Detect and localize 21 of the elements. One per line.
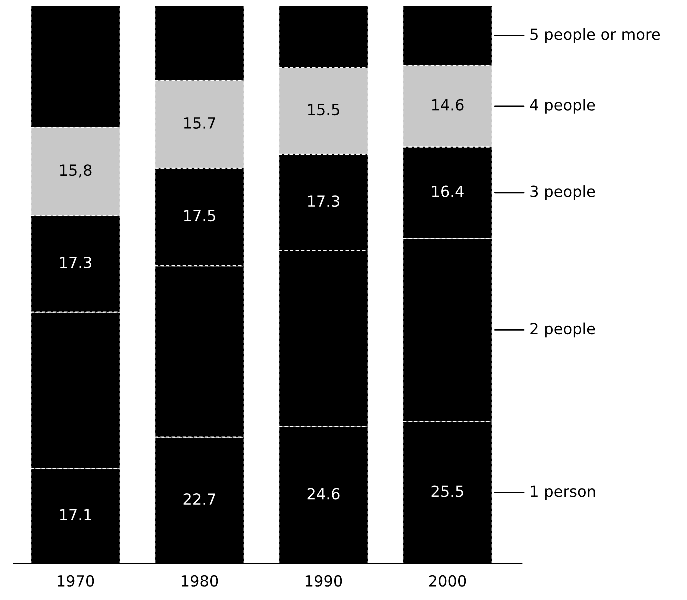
text: 5 people or more xyxy=(530,28,660,44)
data-label: 17.3 xyxy=(308,196,340,208)
data-label: 22.7 xyxy=(184,494,216,505)
data-label: 17.3 xyxy=(60,256,92,269)
data-label: 16.4 xyxy=(432,186,464,198)
x-tick-label: 1980 xyxy=(182,575,218,587)
x-tick-label: 1990 xyxy=(306,575,342,587)
data-label: 15.7 xyxy=(184,118,216,130)
text: 2 people xyxy=(530,322,596,338)
data-label: 25.5 xyxy=(432,486,464,498)
data-label: 15,8 xyxy=(60,164,92,178)
data-label: 14.6 xyxy=(432,99,464,111)
x-tick-label: 1970 xyxy=(58,575,94,587)
data-label: 24.6 xyxy=(308,488,340,500)
data-label: 17.5 xyxy=(184,210,216,222)
data-label: 17.1 xyxy=(60,509,92,521)
x-tick-label: 2000 xyxy=(429,575,466,587)
text: 1 person xyxy=(531,486,596,500)
data-label: 15.5 xyxy=(308,104,340,116)
text: 4 people xyxy=(530,99,596,114)
text: 3 people xyxy=(530,186,596,200)
